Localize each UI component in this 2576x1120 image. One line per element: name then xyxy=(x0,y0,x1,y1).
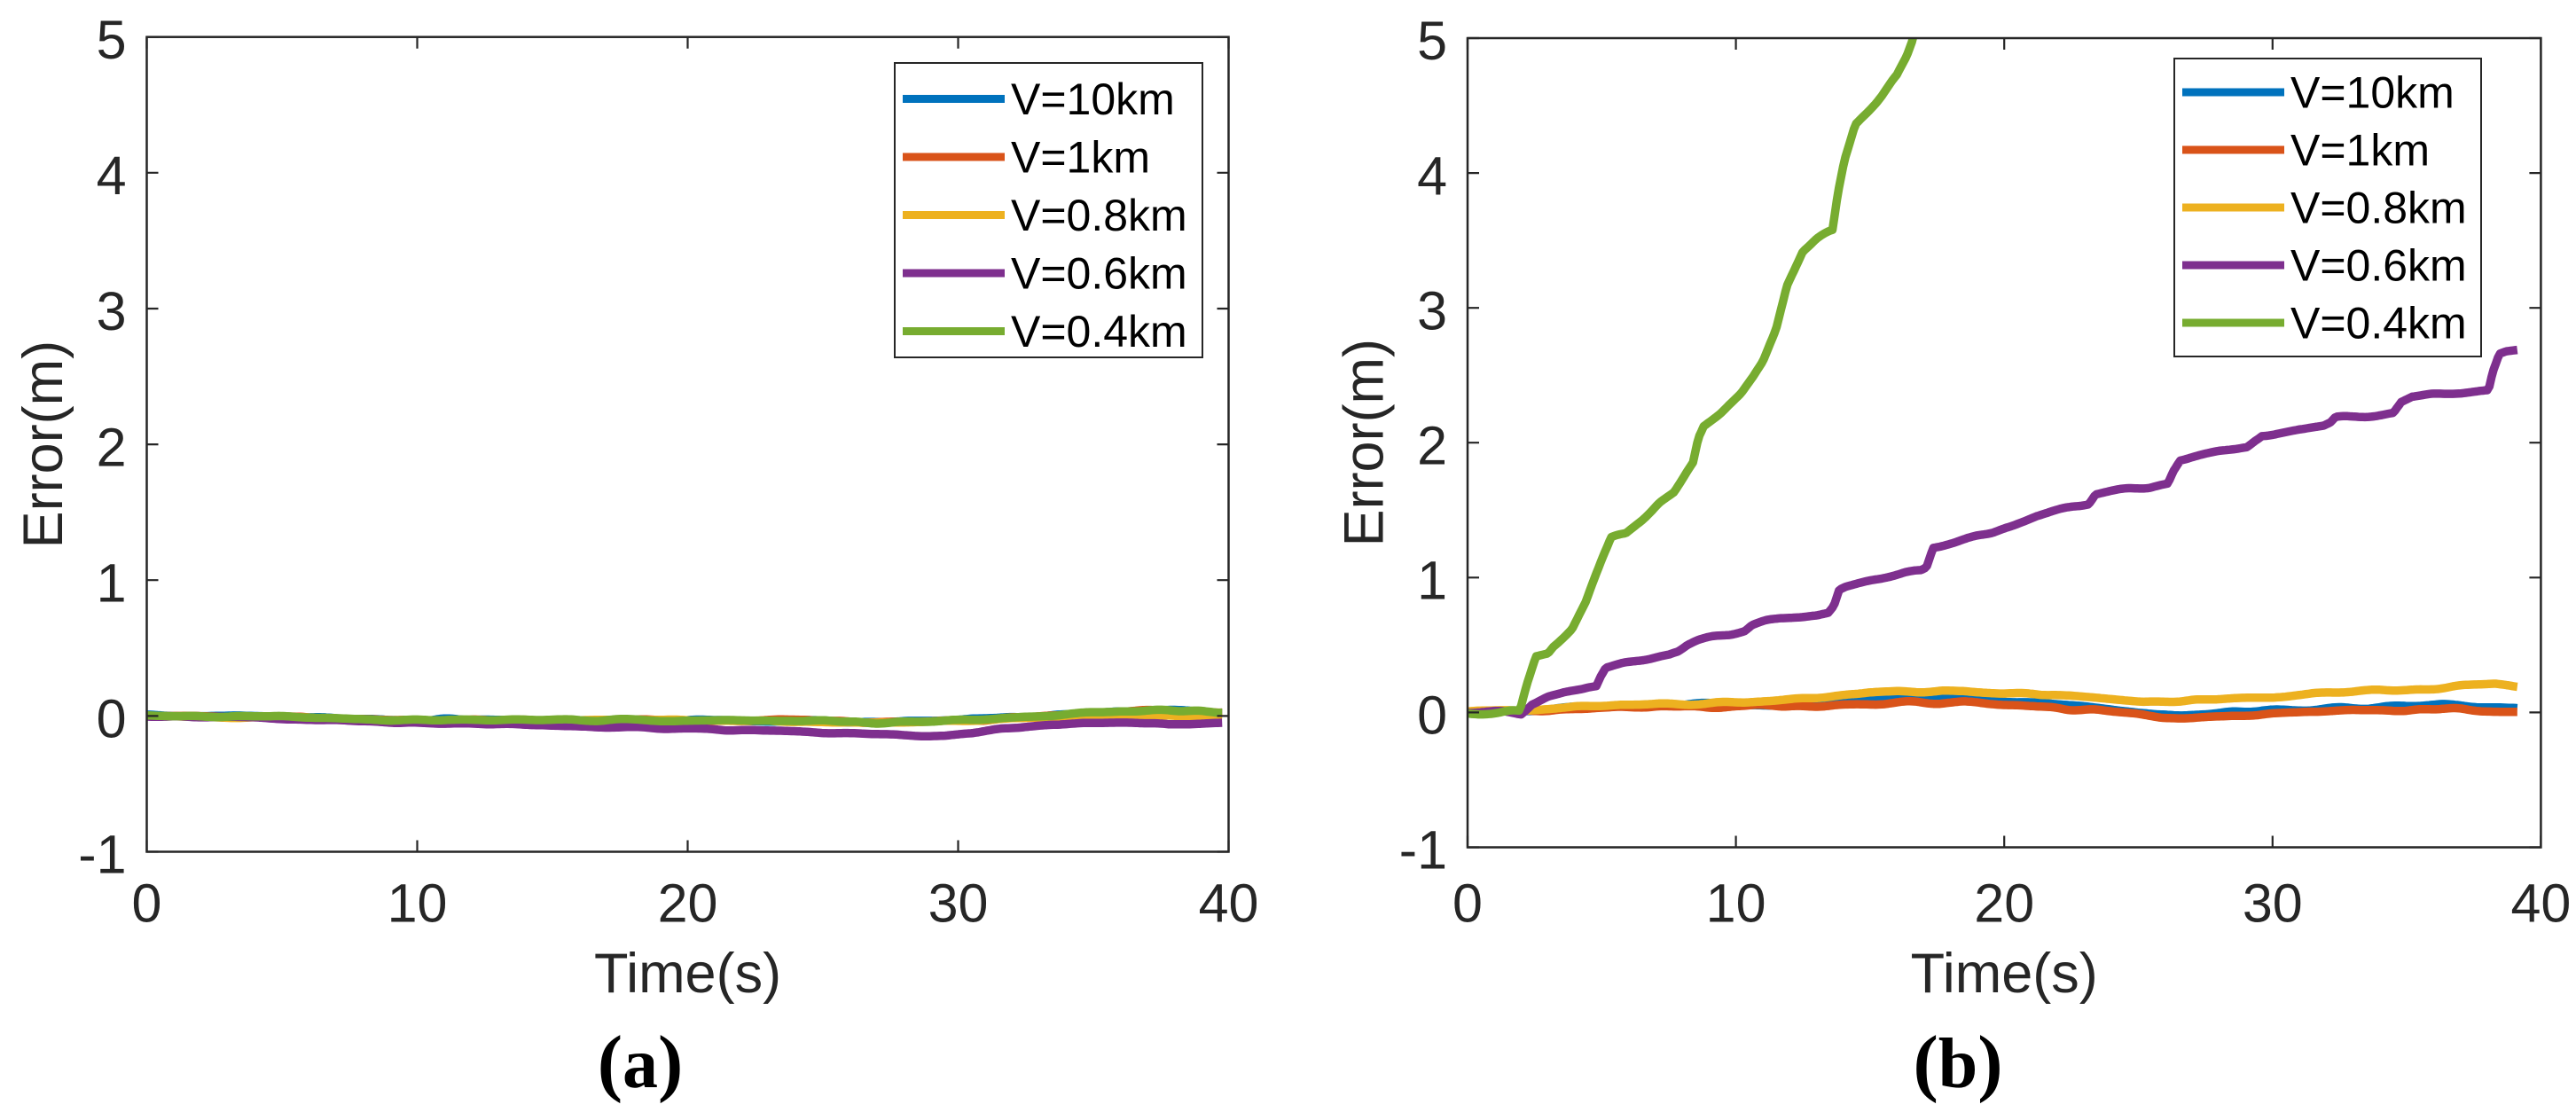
svg-text:V=0.4km: V=0.4km xyxy=(2290,299,2467,349)
svg-text:V=10km: V=10km xyxy=(2290,68,2455,118)
svg-text:V=0.8km: V=0.8km xyxy=(1011,191,1187,240)
svg-text:Error(m): Error(m) xyxy=(12,341,74,548)
svg-text:-1: -1 xyxy=(1399,820,1447,881)
svg-text:Time(s): Time(s) xyxy=(1911,943,2098,1005)
svg-text:V=0.6km: V=0.6km xyxy=(1011,249,1187,299)
svg-text:40: 40 xyxy=(1199,873,1259,934)
svg-text:V=0.6km: V=0.6km xyxy=(2290,241,2467,291)
svg-text:0: 0 xyxy=(1452,873,1483,934)
svg-text:0: 0 xyxy=(1417,685,1447,746)
svg-text:5: 5 xyxy=(1417,11,1447,71)
svg-text:Time(s): Time(s) xyxy=(594,943,781,1005)
svg-text:4: 4 xyxy=(1417,145,1447,206)
svg-text:20: 20 xyxy=(1974,873,2034,934)
svg-text:(b): (b) xyxy=(1913,1021,2002,1104)
svg-text:0: 0 xyxy=(132,873,162,934)
svg-text:2: 2 xyxy=(1417,415,1447,475)
svg-text:0: 0 xyxy=(97,689,127,749)
svg-text:V=1km: V=1km xyxy=(1011,133,1150,183)
svg-text:V=1km: V=1km xyxy=(2290,126,2430,176)
svg-text:(a): (a) xyxy=(598,1021,684,1104)
svg-text:30: 30 xyxy=(928,873,989,934)
svg-text:-1: -1 xyxy=(78,825,126,885)
svg-text:1: 1 xyxy=(97,552,127,613)
svg-text:30: 30 xyxy=(2243,873,2303,934)
svg-text:3: 3 xyxy=(1417,280,1447,341)
svg-text:5: 5 xyxy=(97,10,127,70)
svg-text:10: 10 xyxy=(1706,873,1766,934)
svg-text:V=10km: V=10km xyxy=(1011,74,1175,124)
svg-text:V=0.8km: V=0.8km xyxy=(2290,184,2467,233)
svg-text:40: 40 xyxy=(2510,873,2571,934)
svg-text:Error(m): Error(m) xyxy=(1334,339,1396,546)
svg-text:2: 2 xyxy=(97,417,127,477)
svg-text:10: 10 xyxy=(388,873,448,934)
svg-text:4: 4 xyxy=(97,145,127,206)
svg-text:3: 3 xyxy=(97,281,127,341)
svg-text:1: 1 xyxy=(1417,551,1447,611)
svg-text:20: 20 xyxy=(658,873,718,934)
svg-text:V=0.4km: V=0.4km xyxy=(1011,307,1187,356)
